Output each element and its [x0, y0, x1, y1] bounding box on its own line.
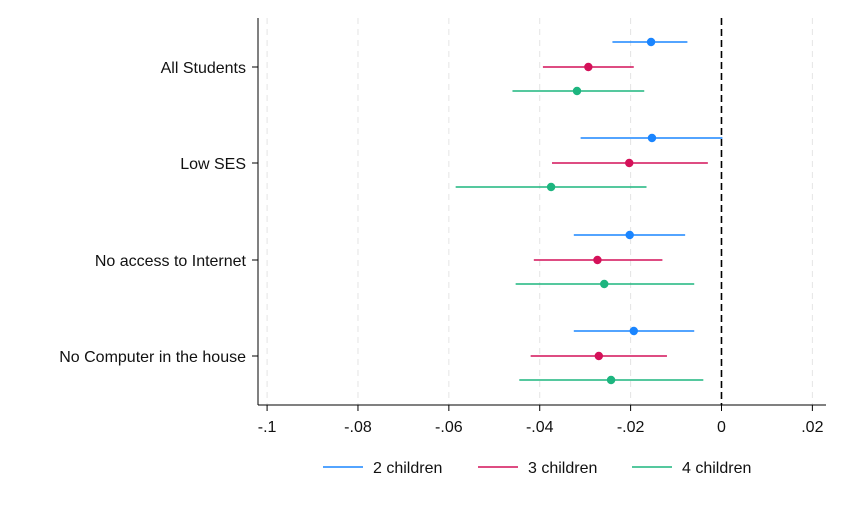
x-tick-label: -.1: [258, 419, 277, 436]
y-category-label: No Computer in the house: [59, 349, 246, 366]
point-estimate: [546, 182, 556, 192]
y-category-label: No access to Internet: [95, 253, 247, 270]
axes: -.1 -.08 -.06 -.04 -.02 0 .02 All Students Low S…: [59, 18, 826, 436]
point-estimate: [625, 158, 634, 168]
legend-label: 4 children: [682, 460, 751, 477]
point-estimate: [584, 62, 593, 72]
grid-lines: [266, 18, 813, 405]
point-estimate: [646, 37, 656, 47]
point-estimate: [572, 86, 582, 96]
x-tick-label: -.06: [435, 419, 463, 436]
legend-label: 2 children: [373, 460, 442, 477]
point-estimate: [594, 351, 603, 361]
point-estimate: [647, 133, 657, 143]
point-estimate: [625, 230, 634, 240]
legend-label: 3 children: [528, 460, 597, 477]
data-marks: [455, 37, 723, 385]
y-category-label: Low SES: [180, 156, 246, 173]
point-estimate: [600, 279, 609, 289]
x-tick-label: 0: [717, 419, 726, 436]
point-estimate: [593, 255, 602, 265]
point-estimate: [606, 375, 616, 385]
x-tick-label: .02: [801, 419, 823, 436]
y-category-label: All Students: [161, 60, 246, 77]
x-tick-label: -.02: [617, 419, 645, 436]
point-estimate: [629, 326, 638, 336]
x-tick-label: -.08: [344, 419, 372, 436]
legend: 2 children 3 children 4 children: [323, 460, 751, 477]
x-tick-label: -.04: [526, 419, 554, 436]
